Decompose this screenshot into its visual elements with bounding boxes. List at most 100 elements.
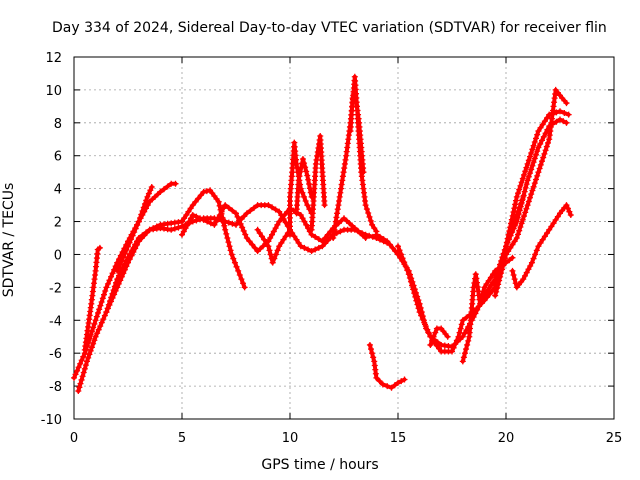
data-point <box>77 360 84 367</box>
data-point <box>531 155 538 162</box>
data-point <box>522 209 529 216</box>
data-point <box>192 198 199 205</box>
data-point <box>171 225 178 232</box>
data-point <box>528 149 535 156</box>
data-point <box>221 222 228 229</box>
data-point <box>304 202 311 209</box>
data-point <box>540 133 547 140</box>
y-tick-label: 2 <box>54 216 62 231</box>
data-point <box>532 251 539 258</box>
data-point <box>301 160 308 167</box>
data-point <box>477 300 484 307</box>
data-point <box>180 228 187 235</box>
data-point <box>110 287 117 294</box>
data-point <box>234 213 241 220</box>
data-point <box>516 204 523 211</box>
data-point <box>520 276 527 283</box>
data-point <box>519 197 526 204</box>
data-point <box>93 313 100 320</box>
data-point <box>533 176 539 183</box>
data-point <box>511 276 518 283</box>
data-point <box>459 358 466 365</box>
data-point <box>297 211 304 218</box>
data-point <box>366 341 373 348</box>
data-point <box>418 312 425 319</box>
data-point <box>71 374 77 381</box>
data-point <box>518 179 525 186</box>
x-tick-label: 5 <box>178 431 186 446</box>
data-point <box>377 233 383 240</box>
data-point <box>412 293 419 300</box>
series-line <box>460 255 515 364</box>
axis-ticks: 0 5 10 15 20 25 -10 -8 -6 -4 -2 0 2 4 6 8 10 12 <box>41 51 623 446</box>
data-point <box>540 154 547 161</box>
data-point <box>529 162 536 169</box>
data-point <box>117 260 124 267</box>
data-point <box>529 187 536 194</box>
data-point <box>429 337 436 344</box>
data-point <box>493 277 500 284</box>
data-point <box>104 280 111 287</box>
data-point <box>523 181 530 188</box>
data-point <box>552 216 559 223</box>
data-point <box>120 253 127 260</box>
data-point <box>145 190 152 197</box>
data-point <box>204 218 211 225</box>
data-point <box>510 209 517 216</box>
data-point <box>368 346 374 353</box>
data-point <box>560 118 567 125</box>
data-point <box>224 235 231 241</box>
data-point <box>95 326 102 333</box>
data-point <box>362 235 369 241</box>
data-point <box>134 238 140 245</box>
data-point <box>430 333 437 340</box>
data-point <box>271 255 278 262</box>
data-point <box>265 243 272 250</box>
data-point <box>384 238 391 245</box>
x-tick-label: 15 <box>390 431 407 446</box>
data-point <box>490 271 497 278</box>
data-point <box>91 337 98 344</box>
data-point <box>301 193 308 200</box>
data-point <box>504 239 511 246</box>
data-point <box>143 229 149 236</box>
series-s3 <box>81 244 103 353</box>
data-point <box>509 254 516 261</box>
series-s11 <box>308 132 328 233</box>
data-point <box>404 267 411 274</box>
data-point <box>80 353 87 360</box>
data-point <box>369 221 376 228</box>
series-s8 <box>254 226 293 266</box>
series-s4 <box>114 183 155 274</box>
data-point <box>528 166 535 173</box>
data-point <box>535 128 542 135</box>
data-point <box>139 232 146 239</box>
data-point <box>566 208 573 215</box>
data-point <box>524 160 531 167</box>
data-point <box>516 186 523 193</box>
data-point <box>369 350 376 357</box>
data-point <box>373 231 380 238</box>
data-point <box>233 210 239 217</box>
data-point <box>115 264 122 271</box>
series-s21 <box>492 193 527 288</box>
data-point <box>507 244 514 251</box>
data-point <box>554 213 561 220</box>
data-point <box>319 238 326 245</box>
data-point <box>485 277 492 284</box>
data-point <box>240 227 247 234</box>
data-point <box>512 197 519 204</box>
data-point <box>425 330 432 337</box>
data-points <box>71 73 574 395</box>
data-point <box>125 254 131 261</box>
data-point <box>230 255 237 262</box>
data-point <box>539 236 546 243</box>
series-s13 <box>347 86 367 176</box>
data-point <box>211 221 218 228</box>
series-line <box>72 181 178 380</box>
data-point <box>280 236 287 243</box>
data-point <box>79 373 86 380</box>
data-point <box>172 180 179 187</box>
data-point <box>72 371 79 378</box>
data-point <box>395 243 401 250</box>
